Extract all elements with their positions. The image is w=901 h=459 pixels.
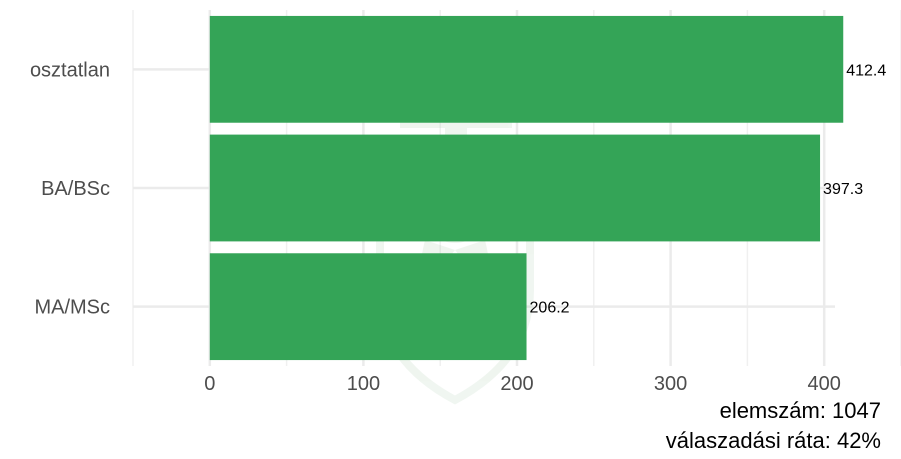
response-rate-caption: válaszadási ráta: 42% <box>665 428 881 453</box>
x-tick-label: 400 <box>808 373 841 395</box>
sample-size-caption: elemszám: 1047 <box>719 398 881 423</box>
bar-0 <box>209 15 844 123</box>
bar-1 <box>209 134 821 242</box>
bars <box>209 15 844 361</box>
x-tick-label: 200 <box>500 373 533 395</box>
data-label-0: 412.4 <box>846 62 886 79</box>
data-label-1: 397.3 <box>823 181 863 198</box>
x-tick-label: 0 <box>204 373 215 395</box>
category-label-0: osztatlan <box>30 59 110 81</box>
x-tick-label: 300 <box>654 373 687 395</box>
category-label-2: MA/MSc <box>34 297 110 319</box>
data-label-2: 206.2 <box>530 300 570 317</box>
category-label-1: BA/BSc <box>41 178 110 200</box>
x-tick-label: 100 <box>347 373 380 395</box>
value-axis: 0 100 200 300 400 <box>204 373 841 395</box>
category-axis: osztatlan BA/BSc MA/MSc <box>30 59 110 318</box>
bar-2 <box>209 253 527 361</box>
data-labels: 412.4 397.3 206.2 <box>530 62 887 316</box>
